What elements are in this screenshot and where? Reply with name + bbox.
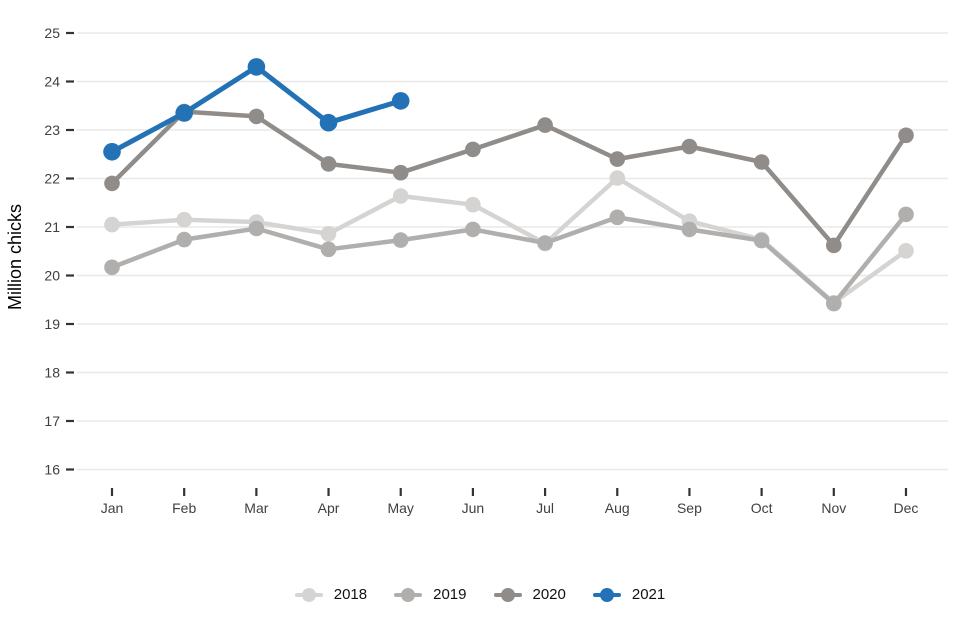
data-point-2019-Jun — [465, 221, 481, 238]
data-point-2019-Aug — [609, 209, 626, 226]
y-tick-label: 22 — [44, 170, 60, 186]
x-tick-label: Jul — [536, 500, 554, 516]
legend-label-2018: 2018 — [333, 586, 368, 603]
legend-marker-dot — [401, 588, 416, 602]
series-layer — [103, 58, 914, 312]
y-axis-title: Million chicks — [5, 204, 25, 310]
data-point-2020-Jul — [537, 117, 553, 133]
x-tick-label: Jun — [462, 500, 485, 516]
y-tick-label: 25 — [44, 25, 60, 41]
data-point-2019-Feb — [176, 231, 192, 248]
y-tick-label: 19 — [44, 316, 60, 332]
data-point-2020-May — [392, 164, 409, 181]
legend-item-2019: 2019 — [394, 586, 467, 603]
data-point-2018-Jun — [465, 196, 481, 213]
data-point-2020-Mar — [248, 108, 265, 125]
data-point-2020-Jun — [465, 141, 481, 158]
x-tick-label: Jan — [101, 500, 124, 516]
data-point-2018-Jan — [104, 216, 120, 233]
legend-marker-dot — [301, 588, 316, 602]
legend-marker-dot — [599, 588, 614, 602]
x-tick-label: Oct — [751, 500, 773, 516]
data-point-2020-Sep — [681, 138, 698, 155]
legend-marker-dot — [500, 588, 515, 602]
data-point-2020-Apr — [320, 156, 337, 172]
data-point-2019-Apr — [320, 241, 337, 258]
data-point-2018-Apr — [320, 226, 337, 242]
legend-marker-2021-icon — [592, 587, 621, 603]
data-point-2020-Dec — [898, 127, 914, 144]
y-tick-label: 21 — [44, 219, 60, 235]
data-point-2021-Jan — [103, 143, 121, 161]
data-point-2018-May — [392, 188, 409, 204]
data-point-2019-Sep — [681, 221, 698, 238]
legend-item-2018: 2018 — [294, 586, 368, 603]
data-point-2020-Aug — [609, 151, 626, 167]
data-point-2019-Jan — [104, 259, 120, 276]
data-point-2018-Dec — [898, 243, 914, 259]
data-point-2019-Oct — [753, 232, 770, 249]
data-point-2019-May — [392, 232, 409, 248]
legend: 2018 2019 2020 2021 — [0, 587, 960, 603]
x-tick-label: Aug — [605, 500, 630, 516]
y-tick-label: 16 — [44, 461, 60, 477]
y-tick-label: 20 — [44, 267, 60, 283]
y-axis: 25 24 23 22 21 20 19 18 17 16 — [44, 25, 74, 477]
legend-label-2020: 2020 — [532, 586, 566, 603]
legend-label-2019: 2019 — [433, 586, 467, 603]
legend-label-2021: 2021 — [631, 586, 666, 603]
data-point-2019-Dec — [898, 206, 914, 223]
x-tick-label: Apr — [318, 500, 340, 516]
x-tick-label: May — [387, 500, 413, 516]
x-tick-label: Feb — [172, 500, 196, 516]
data-point-2020-Jan — [104, 175, 120, 192]
x-tick-label: Mar — [244, 500, 268, 516]
data-point-2019-Mar — [248, 220, 265, 237]
series-line-2020 — [109, 109, 909, 248]
data-point-2020-Nov — [826, 237, 842, 254]
y-tick-label: 18 — [44, 364, 60, 380]
data-point-2018-Aug — [609, 170, 626, 186]
legend-item-2020: 2020 — [493, 586, 566, 603]
legend-marker-2020-icon — [493, 587, 522, 603]
y-tick-label: 24 — [44, 73, 60, 89]
legend-marker-2019-icon — [394, 587, 423, 603]
x-axis: Jan Feb Mar Apr May Jun Jul Aug Sep Oct Nov Dec — [101, 488, 919, 516]
data-point-2021-Feb — [175, 104, 193, 122]
legend-marker-2018-icon — [294, 587, 323, 603]
legend-item-2021: 2021 — [592, 586, 666, 603]
data-point-2021-May — [391, 92, 410, 110]
series-line-2018 — [109, 175, 909, 305]
data-point-2019-Nov — [826, 295, 842, 312]
series-line-2019 — [109, 212, 909, 306]
y-tick-label: 17 — [44, 413, 60, 429]
data-point-2021-Apr — [319, 113, 338, 132]
x-tick-label: Dec — [894, 500, 919, 516]
x-tick-label: Nov — [821, 500, 846, 516]
data-point-2018-Feb — [176, 211, 192, 228]
data-point-2021-Mar — [247, 58, 266, 76]
x-tick-label: Sep — [677, 500, 702, 516]
data-point-2020-Oct — [753, 154, 770, 170]
data-point-2019-Jul — [537, 235, 553, 251]
y-tick-label: 23 — [44, 122, 60, 138]
